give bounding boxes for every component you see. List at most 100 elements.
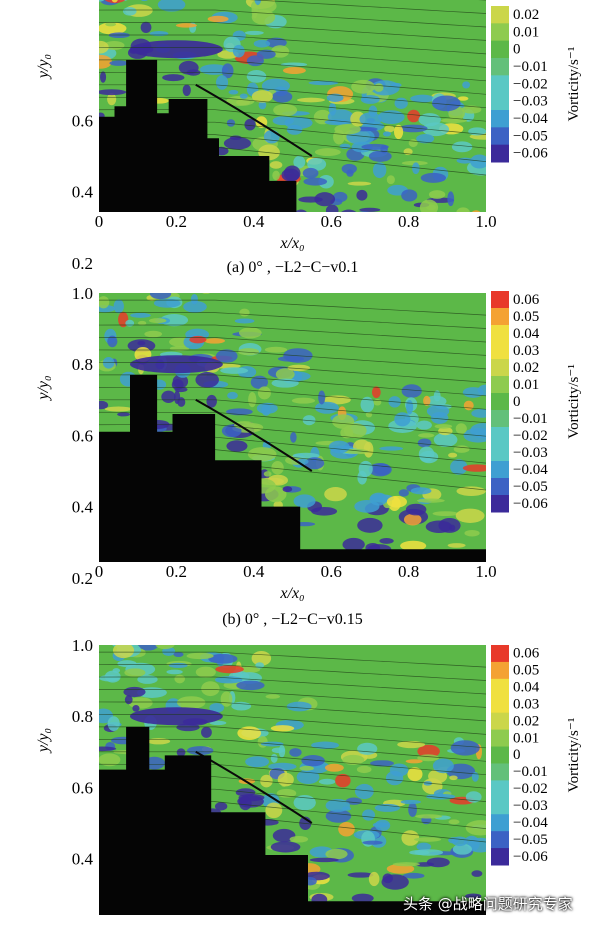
vorticity-patch bbox=[418, 113, 441, 127]
vorticity-patch bbox=[117, 412, 131, 417]
vorticity-patch bbox=[332, 414, 355, 429]
vorticity-patch bbox=[407, 109, 421, 123]
vorticity-patch bbox=[301, 755, 325, 767]
vorticity-patch bbox=[207, 15, 229, 23]
streamline bbox=[99, 84, 486, 109]
vorticity-patch bbox=[382, 873, 394, 884]
colorbar-swatch bbox=[491, 780, 509, 798]
streamline bbox=[99, 424, 486, 450]
shear-layer bbox=[129, 707, 223, 726]
vorticity-patch bbox=[416, 842, 432, 851]
vorticity-patch bbox=[226, 95, 255, 106]
x-tick-label: 0.2 bbox=[166, 212, 187, 231]
vorticity-patch bbox=[471, 408, 486, 418]
streamline bbox=[99, 763, 486, 789]
vorticity-patch bbox=[107, 93, 117, 106]
vorticity-patch bbox=[160, 280, 179, 286]
vorticity-patch bbox=[461, 105, 482, 114]
obstacle bbox=[99, 374, 486, 562]
vorticity-patch bbox=[414, 849, 444, 856]
vorticity-patch bbox=[346, 169, 354, 177]
vorticity-patch bbox=[447, 191, 455, 207]
vorticity-patch bbox=[324, 487, 347, 502]
vorticity-patch bbox=[237, 726, 262, 741]
colorbar-swatch bbox=[491, 291, 509, 309]
vorticity-patch bbox=[307, 157, 327, 171]
vorticity-patch bbox=[173, 651, 184, 657]
colorbar-label: Vorticity/s⁻¹ bbox=[566, 364, 582, 439]
vorticity-patch bbox=[182, 84, 191, 97]
vorticity-patch bbox=[272, 90, 293, 103]
vorticity-patch bbox=[99, 746, 117, 752]
vorticity-patch bbox=[215, 349, 238, 363]
vorticity-patch bbox=[408, 139, 418, 148]
colorbar-swatch bbox=[491, 127, 509, 146]
vorticity-patch bbox=[239, 327, 262, 339]
vorticity-patch bbox=[184, 627, 191, 642]
vorticity-patch bbox=[286, 701, 312, 712]
vorticity-patch bbox=[145, 227, 164, 242]
vorticity-patch bbox=[462, 387, 484, 398]
vorticity-patch bbox=[379, 446, 404, 451]
colorbar: 0.060.050.040.030.020.010−0.01−0.02−0.03… bbox=[491, 645, 582, 866]
vorticity-patch bbox=[457, 96, 469, 101]
shear-layer bbox=[129, 40, 223, 59]
vorticity-patch bbox=[105, 625, 112, 629]
vorticity-patch bbox=[226, 440, 248, 452]
vorticity-patch bbox=[122, 6, 137, 16]
vorticity-patch bbox=[248, 392, 257, 408]
vorticity-patch bbox=[261, 404, 271, 416]
vorticity-patch bbox=[246, 55, 264, 67]
vorticity-patch bbox=[124, 668, 146, 677]
vorticity-patch bbox=[117, 265, 146, 281]
vorticity-patch bbox=[360, 94, 380, 104]
vorticity-patch bbox=[324, 763, 344, 772]
vorticity-patch bbox=[451, 141, 473, 153]
vorticity-patch bbox=[325, 799, 351, 812]
vorticity-patch bbox=[435, 216, 443, 225]
vorticity-patch bbox=[99, 89, 127, 96]
vorticity-patch bbox=[450, 740, 480, 756]
vorticity-patch bbox=[144, 330, 163, 338]
colorbar-tick-label: −0.04 bbox=[513, 462, 548, 478]
vorticity-patch bbox=[111, 0, 118, 3]
colorbar-tick-label: 0.04 bbox=[513, 680, 540, 696]
colorbar-swatch bbox=[491, 92, 509, 111]
vorticity-patch bbox=[278, 744, 286, 758]
y-tick-label: 1.0 bbox=[72, 636, 93, 655]
x-tick-label: 0.2 bbox=[166, 562, 187, 581]
vorticity-patch bbox=[302, 415, 316, 426]
vorticity-patch bbox=[293, 494, 316, 508]
vorticity-patch bbox=[318, 778, 336, 785]
vorticity-patch bbox=[354, 499, 380, 513]
vorticity-patch bbox=[272, 170, 280, 181]
vorticity-patch bbox=[356, 765, 372, 774]
colorbar-swatch bbox=[491, 40, 509, 59]
vorticity-patch bbox=[199, 255, 205, 260]
vorticity-patch bbox=[447, 543, 466, 548]
obstacle bbox=[99, 59, 297, 212]
streamline bbox=[99, 651, 486, 668]
colorbar-swatch bbox=[491, 75, 509, 94]
vorticity-patch bbox=[415, 814, 443, 819]
vorticity-patch bbox=[148, 318, 167, 324]
vorticity-patch bbox=[410, 487, 432, 495]
vorticity-patch bbox=[99, 753, 121, 767]
vorticity-patch bbox=[465, 893, 482, 899]
vorticity-patch bbox=[314, 192, 336, 207]
vorticity-patch bbox=[137, 320, 147, 326]
vorticity-patch bbox=[406, 399, 414, 415]
vorticity-patch bbox=[333, 191, 348, 203]
vorticity-patch bbox=[175, 23, 197, 28]
vorticity-patch bbox=[416, 498, 445, 503]
vorticity-patch bbox=[142, 606, 166, 615]
vorticity-patch bbox=[189, 335, 207, 344]
colorbar-swatch bbox=[491, 848, 509, 866]
y-tick-label: 0.6 bbox=[72, 111, 93, 130]
colorbar-swatch bbox=[491, 144, 509, 163]
vorticity-patch bbox=[240, 665, 261, 673]
vorticity-patch bbox=[270, 841, 301, 853]
chart-panel-c: 0.20.40.60.81.0y/y₀0.060.050.040.030.020… bbox=[35, 606, 582, 925]
colorbar-tick-label: −0.06 bbox=[513, 496, 548, 512]
vorticity-patch bbox=[470, 423, 486, 439]
